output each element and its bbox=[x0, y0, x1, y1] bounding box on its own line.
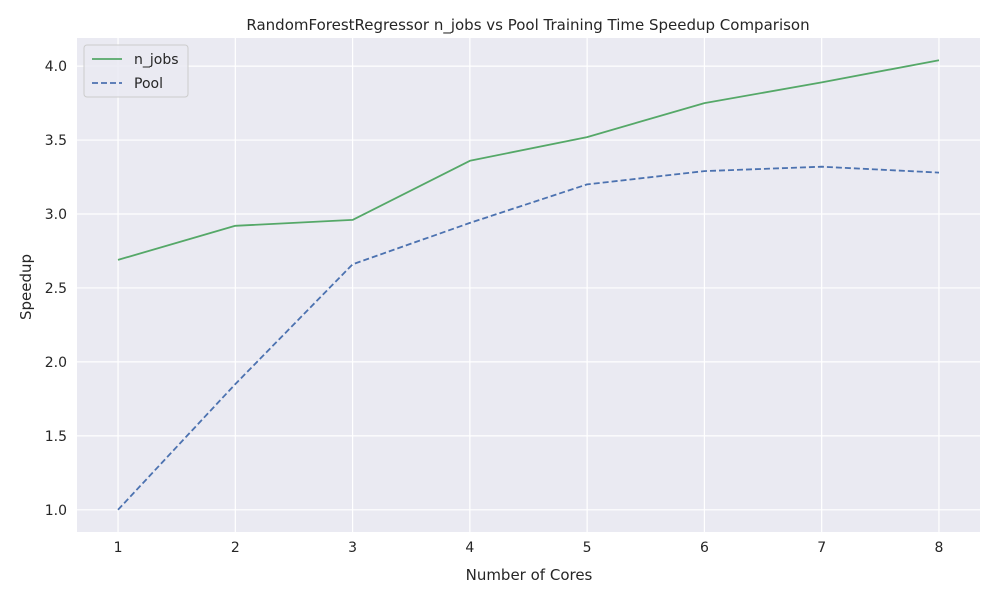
y-tick-label: 3.0 bbox=[45, 207, 67, 223]
x-axis-label: Number of Cores bbox=[466, 566, 593, 584]
series-line-pool bbox=[117, 165, 940, 511]
legend-label: n_jobs bbox=[134, 52, 179, 68]
y-tick-label: 2.0 bbox=[45, 355, 67, 371]
legend: n_jobs Pool bbox=[83, 44, 189, 98]
x-tick-label: 8 bbox=[934, 540, 943, 556]
x-tick-label: 3 bbox=[348, 540, 357, 556]
y-tick-label: 2.5 bbox=[45, 281, 67, 297]
grid bbox=[77, 38, 980, 532]
x-tick-label: 4 bbox=[465, 540, 474, 556]
y-tick-label: 1.0 bbox=[45, 503, 67, 519]
chart-title: RandomForestRegressor n_jobs vs Pool Tra… bbox=[246, 16, 809, 35]
series-lines bbox=[117, 59, 940, 511]
y-tick-label: 4.0 bbox=[45, 59, 67, 75]
x-tick-label: 6 bbox=[700, 540, 709, 556]
plot-area bbox=[77, 38, 980, 532]
x-tick-label: 5 bbox=[583, 540, 592, 556]
x-tick-label: 7 bbox=[817, 540, 826, 556]
legend-label: Pool bbox=[134, 76, 163, 92]
legend-box bbox=[83, 44, 189, 98]
series-line-n-jobs bbox=[117, 59, 940, 261]
tick-labels: 1 2 3 4 5 6 7 8 1.0 1.5 2.0 2.5 3.0 3.5 4.0 bbox=[45, 59, 944, 556]
y-tick-label: 3.5 bbox=[45, 133, 67, 149]
x-tick-label: 1 bbox=[114, 540, 123, 556]
y-tick-label: 1.5 bbox=[45, 429, 67, 445]
x-tick-label: 2 bbox=[231, 540, 240, 556]
y-axis-label: Speedup bbox=[17, 254, 35, 320]
